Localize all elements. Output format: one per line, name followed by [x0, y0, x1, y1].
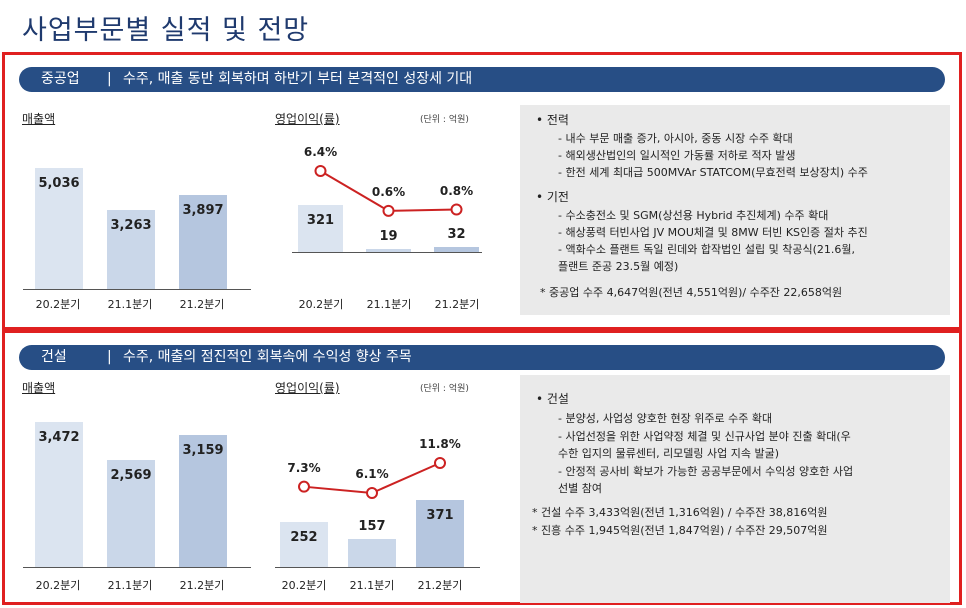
construction-margin-line [298, 457, 446, 499]
heavy-margin-label-1: 6.4% [303, 145, 338, 159]
heavy-revenue-value-3: 3,897 [182, 203, 224, 219]
margin-point-1 [314, 165, 327, 177]
construction-note-2: * 진흥 수주 1,945억원(전년 1,847억원) / 수주잔 29,507… [532, 524, 828, 537]
construction-bullet-1-item-5: 선별 참여 [558, 482, 602, 495]
construction-margin-label-2: 6.1% [355, 467, 389, 481]
heavy-banner: 중공업 | 수주, 매출 동반 회복하며 하반기 부터 본격적인 성장세 기대 [19, 67, 945, 92]
construction-revenue-cat-3: 21.2분기 [179, 579, 225, 592]
margin-point-2 [366, 487, 378, 499]
construction-revenue-bar-2 [107, 459, 155, 567]
construction-revenue-value-2: 2,569 [110, 467, 152, 483]
heavy-margin-label-3: 0.8% [439, 183, 474, 198]
heavy-bullet-1-title: • 전력 [536, 113, 569, 127]
construction-banner: 건설 | 수주, 매출의 점진적인 회복속에 수익성 향상 주목 [19, 345, 945, 370]
heavy-bullet-2-item-3: - 액화수소 플랜트 독일 린데와 합작법인 설립 및 착공식(21.6월, [558, 243, 855, 256]
construction-op-bar-2 [348, 538, 396, 567]
construction-headline: 수주, 매출의 점진적인 회복속에 수익성 향상 주목 [123, 349, 412, 365]
construction-revenue-axis [23, 567, 251, 568]
construction-revenue-bar-1 [35, 422, 83, 567]
heavy-revenue-axis [23, 289, 251, 290]
heavy-op-cat-1: 20.2분기 [298, 298, 344, 311]
construction-bullet-1-item-3: 수한 입지의 물류센터, 리모델링 사업 지속 발굴) [558, 447, 780, 460]
heavy-revenue-bar-2 [107, 210, 155, 289]
construction-op-bar-1 [280, 521, 328, 567]
margin-point-3 [434, 457, 446, 469]
margin-point-2 [382, 204, 395, 217]
heavy-op-bar-3 [434, 247, 479, 252]
construction-revenue-cat-2: 21.1분기 [107, 579, 153, 592]
heavy-op-cat-2: 21.1분기 [366, 298, 412, 311]
heavy-separator: | [107, 71, 112, 87]
construction-op-axis [275, 567, 480, 568]
construction-bullet-1-title: • 건설 [536, 392, 569, 406]
heavy-revenue-bar-1 [35, 167, 83, 289]
construction-revenue-cat-1: 20.2분기 [35, 579, 81, 592]
heavy-unit: (단위 : 억원) [420, 115, 469, 125]
heavy-bullet-2-title: • 기전 [536, 190, 569, 204]
heavy-name: 중공업 [41, 71, 80, 87]
construction-revenue-value-3: 3,159 [182, 443, 224, 459]
construction-margin-label-1: 7.3% [287, 460, 321, 475]
heavy-bullet-2-item-4: 플랜트 준공 23.5월 예정) [558, 260, 679, 273]
heavy-revenue-cat-3: 21.2분기 [179, 298, 225, 311]
heavy-revenue-label: 매출액 [22, 112, 56, 126]
heavy-bullet-1-item-1: - 내수 부문 매출 증가, 아시아, 중동 시장 수주 확대 [558, 132, 793, 145]
construction-bullet-1-item-4: - 안정적 공사비 확보가 가능한 공공부문에서 수익성 양호한 사업 [558, 465, 854, 478]
construction-revenue-value-1: 3,472 [38, 430, 80, 446]
construction-margin-label-3: 11.8% [419, 437, 461, 451]
construction-separator: | [107, 349, 112, 365]
construction-revenue-bar-3 [179, 435, 227, 567]
heavy-op-value-2: 19 [379, 229, 398, 245]
heavy-revenue-cat-2: 21.1분기 [107, 298, 153, 311]
construction-section: 건설 | 수주, 매출의 점진적인 회복속에 수익성 향상 주목 매출액 영업이… [2, 330, 962, 605]
heavy-outlook-panel: • 전력 - 내수 부문 매출 증가, 아시아, 중동 시장 수주 확대 - 해… [520, 105, 950, 315]
heavy-bullet-2-item-2: - 해상풍력 터빈사업 JV MOU체결 및 8MW 터빈 KS인증 절차 추진 [558, 226, 868, 239]
heavy-margin-line [314, 165, 463, 217]
heavy-revenue-value-1: 5,036 [38, 175, 80, 191]
heavy-headline: 수주, 매출 동반 회복하며 하반기 부터 본격적인 성장세 기대 [123, 71, 473, 87]
heavy-op-value-3: 32 [447, 227, 466, 243]
margin-point-3 [450, 203, 463, 216]
construction-unit: (단위 : 억원) [420, 384, 469, 394]
heavy-revenue-bar-3 [179, 195, 227, 289]
construction-op-label: 영업이익(률) [275, 381, 340, 395]
heavy-margin-label-2: 0.6% [371, 184, 406, 199]
heavy-op-bar-1 [298, 204, 343, 252]
construction-op-cat-2: 21.1분기 [349, 579, 395, 592]
heavy-op-bar-2 [366, 249, 411, 252]
construction-op-cat-3: 21.2분기 [417, 579, 463, 592]
construction-op-value-3: 371 [426, 508, 454, 524]
heavy-revenue-cat-1: 20.2분기 [35, 298, 81, 311]
construction-revenue-label: 매출액 [22, 381, 56, 395]
heavy-op-value-1: 321 [306, 212, 335, 228]
construction-note-1: * 건설 수주 3,433억원(전년 1,316억원) / 수주잔 38,816… [532, 506, 828, 519]
construction-op-value-2: 157 [358, 518, 386, 534]
heavy-industry-section: 중공업 | 수주, 매출 동반 회복하며 하반기 부터 본격적인 성장세 기대 … [2, 52, 962, 330]
heavy-revenue-value-2: 3,263 [110, 218, 152, 234]
heavy-bullet-1-item-3: - 한전 세계 최대급 500MVAr STATCOM(무효전력 보상장치) 수… [558, 166, 868, 179]
construction-op-value-1: 252 [290, 529, 318, 545]
heavy-op-axis [292, 252, 482, 253]
heavy-note-1: * 중공업 수주 4,647억원(전년 4,551억원)/ 수주잔 22,658… [540, 286, 843, 299]
construction-name: 건설 [41, 349, 67, 365]
margin-point-1 [298, 480, 310, 493]
heavy-op-cat-3: 21.2분기 [434, 298, 480, 311]
construction-op-cat-1: 20.2분기 [281, 579, 327, 592]
page-title: 사업부문별 실적 및 전망 [22, 15, 310, 46]
construction-op-bar-3 [416, 500, 464, 567]
heavy-bullet-1-item-2: - 해외생산법인의 일시적인 가동률 저하로 적자 발생 [558, 149, 796, 162]
construction-bullet-1-item-1: - 분양성, 사업성 양호한 현장 위주로 수주 확대 [558, 412, 773, 425]
heavy-bullet-2-item-1: - 수소충전소 및 SGM(상선용 Hybrid 추진체계) 수주 확대 [558, 209, 829, 222]
heavy-op-label: 영업이익(률) [275, 112, 340, 126]
construction-bullet-1-item-2: - 사업선정을 위한 사업약정 체결 및 신규사업 분야 진출 확대(우 [558, 430, 851, 443]
construction-outlook-panel: • 건설 - 분양성, 사업성 양호한 현장 위주로 수주 확대 - 사업선정을… [520, 375, 950, 603]
